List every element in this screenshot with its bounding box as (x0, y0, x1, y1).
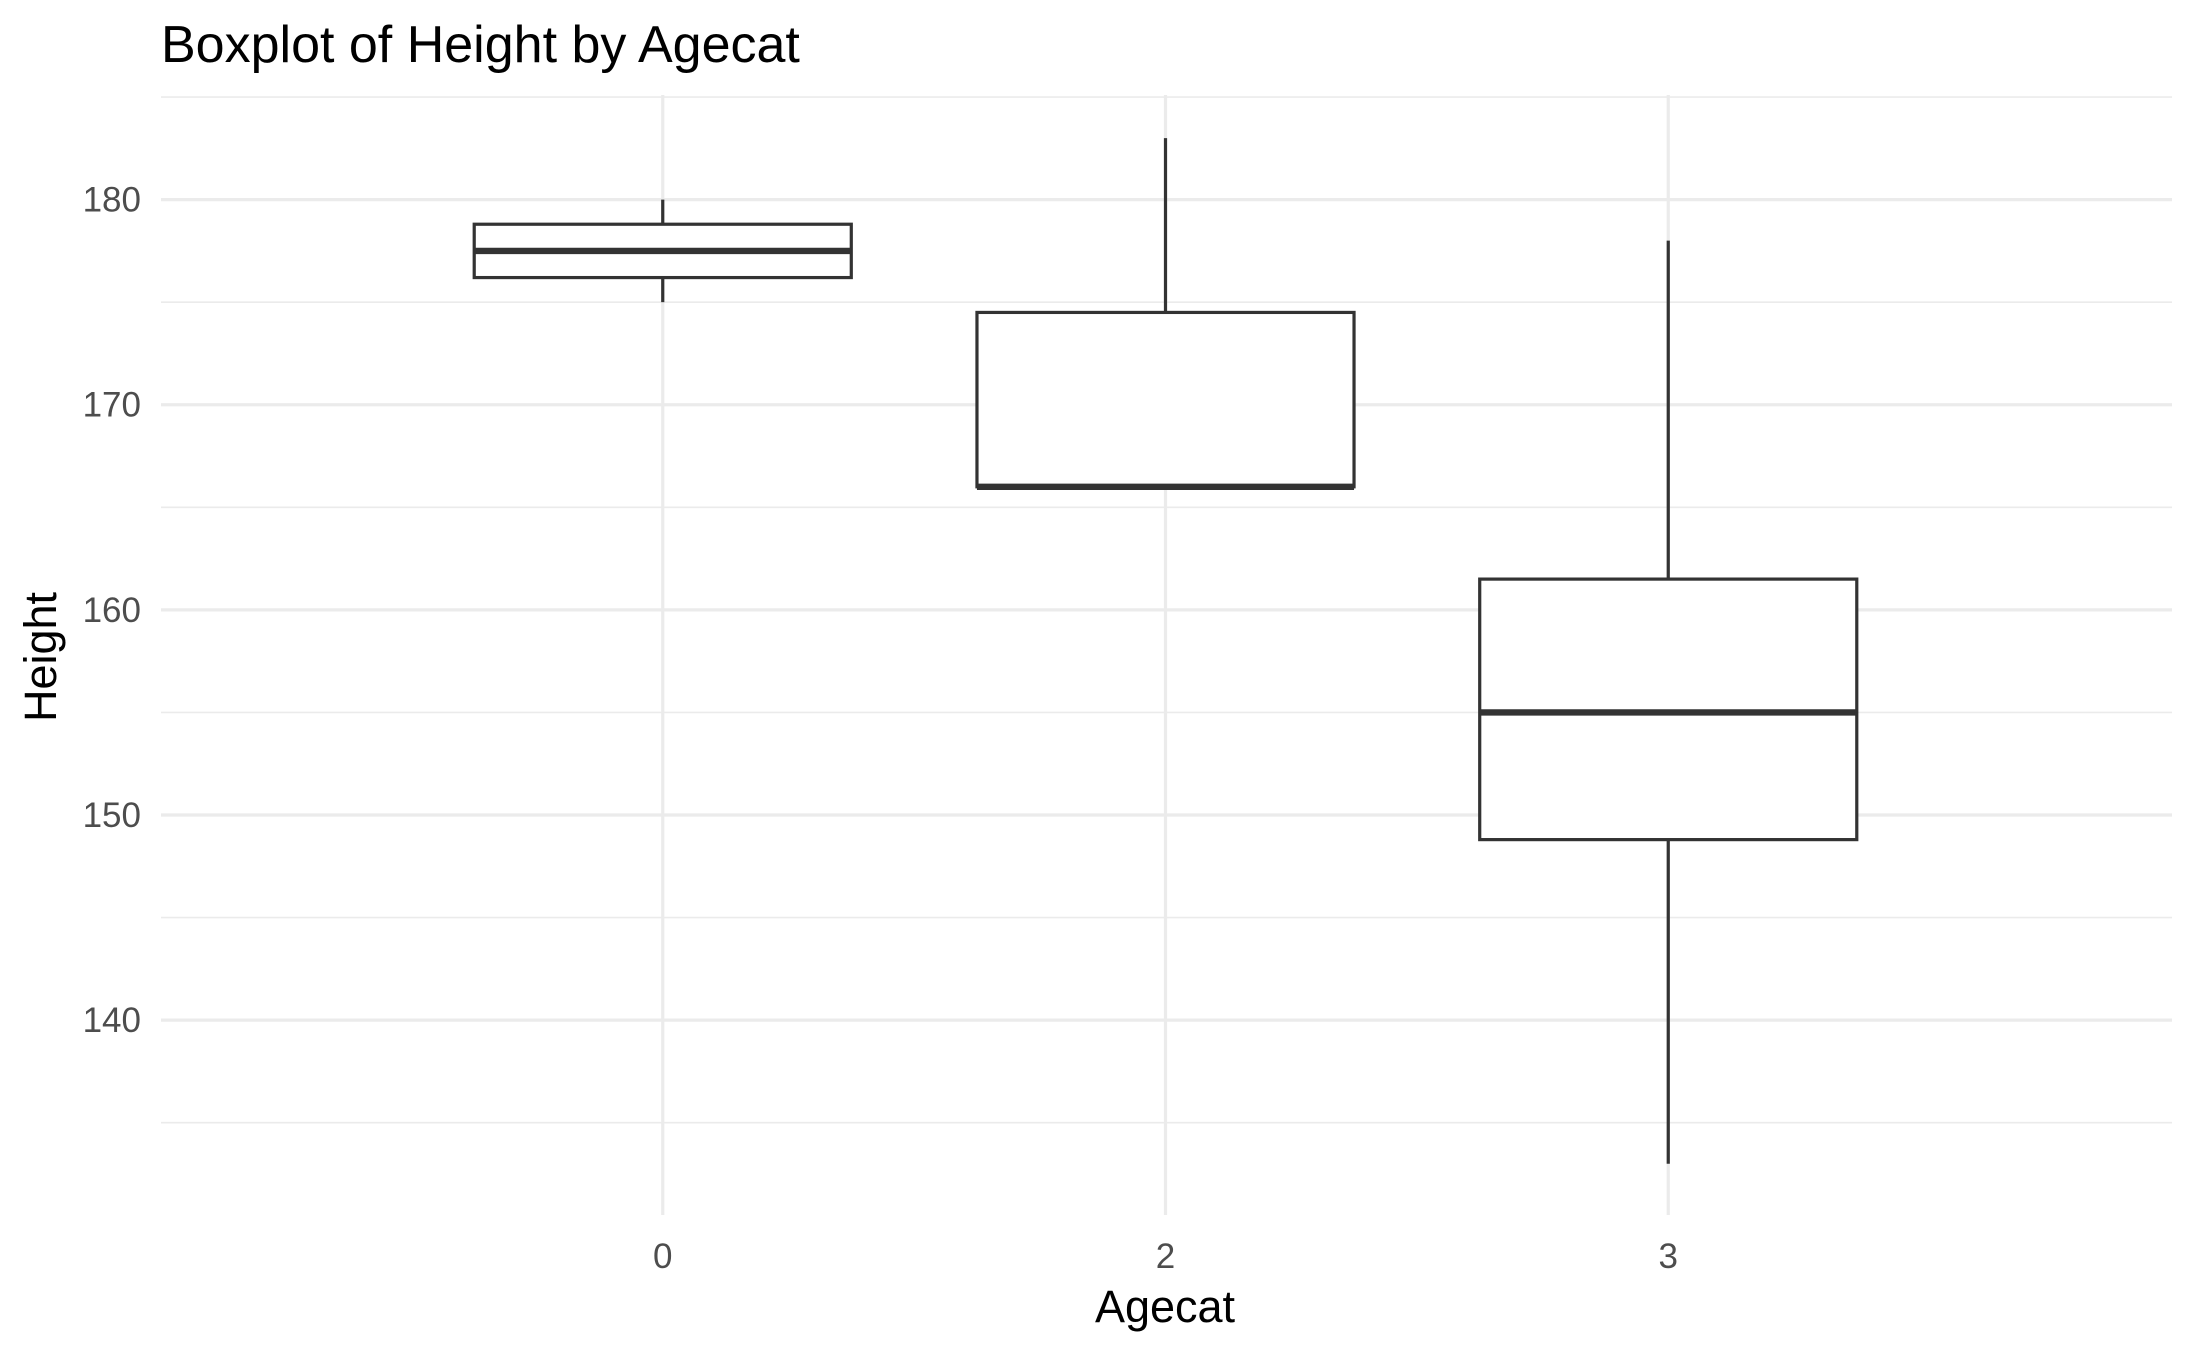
box-category-0 (472, 199, 853, 303)
iqr-box (975, 310, 1356, 489)
y-tick-label: 140 (83, 1001, 141, 1040)
y-tick-label: 170 (83, 386, 141, 425)
box-category-2 (975, 138, 1356, 490)
x-axis-title: Agecat (1095, 1281, 1236, 1332)
x-tick-label: 2 (1156, 1237, 1175, 1276)
x-axis-ticks: 0 2 3 (653, 1237, 1678, 1276)
y-tick-label: 150 (83, 796, 141, 835)
x-tick-label: 0 (653, 1237, 672, 1276)
box-category-3 (1478, 240, 1859, 1164)
chart-title: Boxplot of Height by Agecat (161, 16, 800, 74)
y-axis-ticks: 140 150 160 170 180 (83, 181, 141, 1041)
y-tick-label: 180 (83, 181, 141, 220)
y-axis-title: Height (15, 591, 66, 722)
y-tick-label: 160 (83, 591, 141, 630)
x-tick-label: 3 (1659, 1237, 1678, 1276)
boxes (472, 138, 1859, 1164)
